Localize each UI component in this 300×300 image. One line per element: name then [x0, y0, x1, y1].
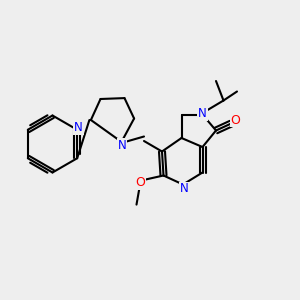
Text: O: O — [136, 176, 145, 190]
Text: N: N — [198, 107, 207, 120]
Text: N: N — [180, 182, 189, 196]
Text: N: N — [74, 121, 83, 134]
Text: N: N — [118, 139, 127, 152]
Text: O: O — [231, 113, 240, 127]
